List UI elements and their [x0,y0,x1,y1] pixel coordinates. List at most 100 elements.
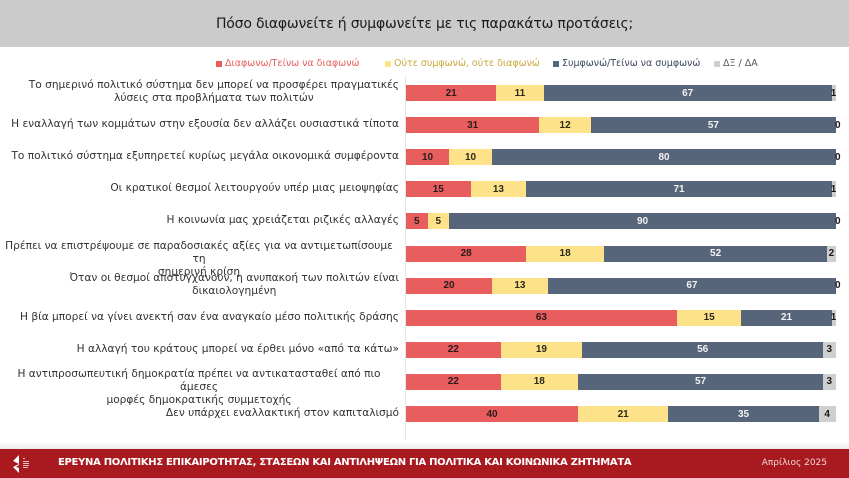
category-label-text: Η αλλαγή του κράτους μπορεί να έρθει μόν… [77,343,399,356]
data-label-dk: 0 [834,119,841,131]
chart-row: Όταν οι θεσμοί αποτυγχάνουν, η ανυπακοή … [0,272,849,297]
data-label-neu: 12 [559,119,571,131]
bar-segment-dk: 1 [830,181,837,198]
category-label: Η κοινωνία μας χρειάζεται ριζικές αλλαγέ… [0,214,399,227]
chart-row: Δεν υπάρχει εναλλακτική στον καπιταλισμό… [0,406,849,422]
data-label-dk: 0 [835,151,841,163]
bar-segment-neu: 18 [500,373,578,390]
stacked-bar: 10 10 80 0 [406,149,841,166]
data-label-agr: 57 [707,119,719,131]
stacked-bar: 31 12 57 0 [406,117,841,134]
category-label-text: Το σημερινό πολιτικό σύστημα δεν μπορεί … [29,79,399,105]
bar-segment-agr: 35 [668,406,819,422]
legend-item-agree: Συμφωνώ/Τείνω να συμφωνώ [553,58,700,69]
bar-segment-neu: 10 [449,149,492,166]
category-label-line: Πρέπει να επιστρέψουμε σε παραδοσιακές α… [5,239,393,265]
data-label-dis: 5 [413,215,420,227]
bar-segment-agr: 21 [741,309,832,326]
category-label-line: Η κοινωνία μας χρειάζεται ριζικές αλλαγέ… [166,214,399,227]
stacked-bar: 20 13 67 0 [406,277,841,294]
data-label-neu: 13 [514,280,526,292]
category-label: Το σημερινό πολιτικό σύστημα δεν μπορεί … [0,79,399,105]
category-label: Οι κρατικοί θεσμοί λειτουργούν υπέρ μιας… [0,182,399,195]
category-label-line: μορφές δημοκρατικής συμμετοχής [106,393,292,406]
bar-segment-dk: 3 [823,341,836,358]
bar-segment-agr: 90 [449,213,836,230]
chart-row: Η εναλλαγή των κομμάτων στην εξουσία δεν… [0,117,849,134]
category-label-line: Η αλλαγή του κράτους μπορεί να έρθει μόν… [76,342,399,355]
stacked-bar: 40 21 35 4 [406,406,836,422]
data-label-dk: 3 [826,376,833,388]
chart-row: Η αντιπροσωπευτική δημοκρατία πρέπει να … [0,368,849,406]
bar-segment-agr: 57 [590,117,836,134]
data-label-agr: 67 [686,280,698,292]
bar-segment-dk: 1 [831,85,836,101]
bar-segment-agr: 56 [582,341,824,358]
organization-logo-icon [13,455,29,473]
category-label-line: δικαιολογημένη [192,284,277,297]
category-label-text: Η βία μπορεί να γίνει ανεκτή σαν ένα ανα… [20,311,399,324]
bar-segment-agr: 71 [526,181,832,198]
category-label-line: Η αντιπροσωπευτική δημοκρατία πρέπει να … [17,367,381,393]
stacked-bar: 28 18 52 2 [406,245,836,262]
data-label-dis: 21 [445,87,457,99]
legend-label-dk: ΔΞ / ΔΑ [723,58,758,69]
data-label-neu: 19 [535,344,547,356]
legend-label-neutral: Ούτε συμφωνώ, ούτε διαφωνώ [394,58,540,69]
data-label-neu: 18 [559,248,571,259]
category-label-text: Πρέπει να επιστρέψουμε σε παραδοσιακές α… [0,240,399,279]
bar-segment-dk: 2 [827,245,836,262]
chart-row: Η αλλαγή του κράτους μπορεί να έρθει μόν… [0,341,849,358]
legend-item-neutral: Ούτε συμφωνώ, ούτε διαφωνώ [385,58,540,69]
data-label-dis: 31 [467,119,479,131]
category-label: Δεν υπάρχει εναλλακτική στον καπιταλισμό [0,407,399,420]
bar-segment-dis: 22 [406,341,501,358]
data-label-dk: 1 [830,183,837,195]
bar-segment-dis: 31 [406,117,540,134]
bar-segment-dk: 1 [831,309,836,326]
chart-title: Πόσο διαφωνείτε ή συμφωνείτε με τις παρα… [215,15,634,32]
data-label-agr: 35 [737,408,750,420]
bar-segment-agr: 80 [492,149,836,166]
data-label-neu: 5 [435,215,442,227]
category-label-text: Η αντιπροσωπευτική δημοκρατία πρέπει να … [0,368,399,407]
bar-segment-agr: 57 [577,373,824,390]
data-label-dk: 0 [835,215,841,227]
bar-segment-neu: 13 [492,277,548,294]
bar-segment-neu: 18 [526,245,604,262]
data-label-dk: 2 [828,248,835,259]
bar-segment-dis: 5 [406,213,428,230]
bar-segment-dk: 3 [823,373,836,390]
chart-row: Η κοινωνία μας χρειάζεται ριζικές αλλαγέ… [0,213,849,230]
bar-segment-dis: 28 [406,245,527,262]
footer-divider [0,441,849,449]
bar-segment-dk: 4 [818,406,836,422]
category-label-line: Οι κρατικοί θεσμοί λειτουργούν υπέρ μιας… [110,182,399,195]
data-label-neu: 13 [492,183,504,195]
category-label-text: Οι κρατικοί θεσμοί λειτουργούν υπέρ μιας… [110,182,399,195]
data-label-dis: 63 [535,312,547,324]
bar-segment-dis: 20 [406,277,492,294]
category-label-line: Όταν οι θεσμοί αποτυγχάνουν, η ανυπακοή … [69,271,399,284]
bar-segment-neu: 21 [578,406,669,422]
header-bar: Πόσο διαφωνείτε ή συμφωνείτε με τις παρα… [0,0,849,47]
category-label: Η εναλλαγή των κομμάτων στην εξουσία δεν… [0,118,399,131]
footer-title: ΕΡΕΥΝΑ ΠΟΛΙΤΙΚΗΣ ΕΠΙΚΑΙΡΟΤΗΤΑΣ, ΣΤΑΣΕΩΝ … [58,457,632,468]
category-label-text: Όταν οι θεσμοί αποτυγχάνουν, η ανυπακοή … [69,272,399,298]
category-label: Όταν οι θεσμοί αποτυγχάνουν, η ανυπακοή … [0,272,399,298]
legend-item-dk: ΔΞ / ΔΑ [714,58,758,69]
data-label-agr: 21 [780,312,793,324]
legend-swatch-disagree [216,60,222,67]
data-label-agr: 52 [710,248,722,259]
chart-row: Πρέπει να επιστρέψουμε σε παραδοσιακές α… [0,240,849,278]
bar-segment-dis: 21 [406,85,497,101]
data-label-neu: 10 [464,151,477,163]
data-label-dis: 28 [460,248,472,259]
bar-segment-dis: 10 [406,149,449,166]
bar-segment-neu: 15 [676,309,742,326]
bar-segment-agr: 67 [543,85,832,101]
bar-segment-dis: 22 [406,373,501,390]
bar-segment-dis: 40 [406,406,578,422]
data-label-agr: 71 [673,183,685,195]
chart-row: Η βία μπορεί να γίνει ανεκτή σαν ένα ανα… [0,309,849,326]
